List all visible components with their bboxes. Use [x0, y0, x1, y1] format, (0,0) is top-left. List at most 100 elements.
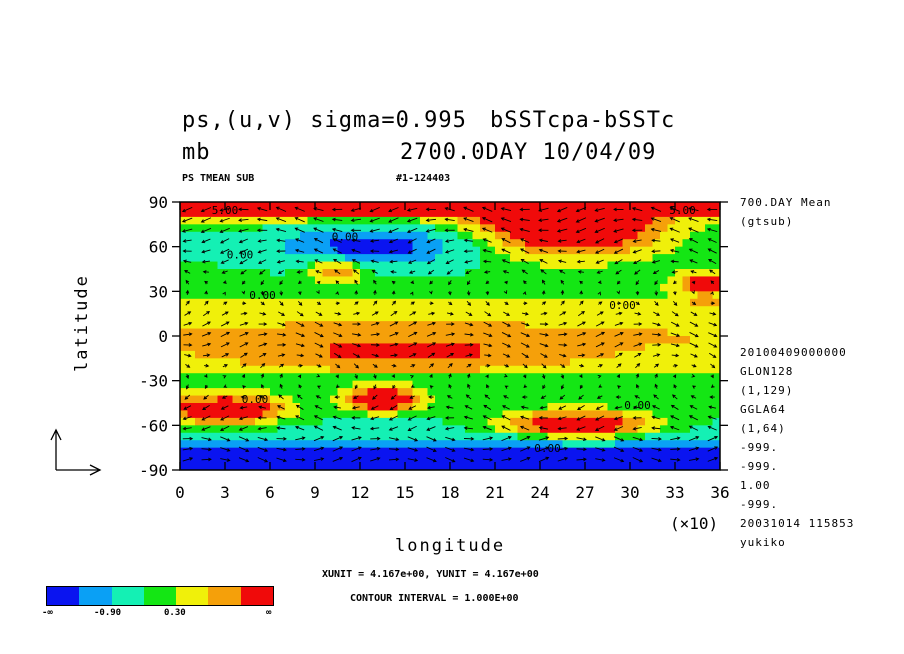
- heatmap-cell: [517, 432, 526, 441]
- heatmap-cell: [487, 358, 496, 367]
- heatmap-cell: [450, 276, 459, 285]
- wind-vector: [391, 363, 397, 368]
- heatmap-cell: [427, 425, 436, 434]
- wind-vector: [594, 248, 605, 254]
- heatmap-cell: [600, 231, 609, 240]
- heatmap-cell: [667, 417, 676, 426]
- wind-vector: [257, 239, 267, 243]
- heatmap-cell: [397, 328, 406, 337]
- heatmap-cell: [195, 373, 204, 382]
- heatmap-cell: [472, 410, 481, 419]
- wind-vector: [482, 447, 494, 451]
- wind-vector: [483, 343, 493, 348]
- heatmap-cell: [502, 254, 511, 263]
- heatmap-cell: [690, 246, 699, 255]
- heatmap-cell: [180, 350, 189, 359]
- heatmap-cell: [540, 239, 549, 248]
- heatmap-cell: [450, 440, 459, 449]
- heatmap-cell: [457, 358, 466, 367]
- heatmap-cell: [555, 313, 564, 322]
- heatmap-cell: [585, 209, 594, 218]
- heatmap-cell: [502, 388, 511, 397]
- heatmap-cell: [637, 254, 646, 263]
- wind-vector: [238, 207, 249, 212]
- heatmap-cell: [225, 365, 234, 374]
- heatmap-cell: [562, 328, 571, 337]
- wind-vector: [257, 416, 267, 420]
- heatmap-cell: [465, 216, 474, 225]
- heatmap-cell: [247, 388, 256, 397]
- wind-vector: [392, 384, 396, 390]
- wind-vector: [313, 227, 324, 233]
- wind-vector: [636, 384, 640, 389]
- heatmap-cell: [682, 283, 691, 292]
- heatmap-cell: [615, 328, 624, 337]
- heatmap-cell: [247, 209, 256, 218]
- heatmap-cell: [487, 336, 496, 345]
- wind-vector: [466, 363, 472, 368]
- heatmap-cell: [600, 261, 609, 270]
- heatmap-cell: [360, 269, 369, 278]
- heatmap-cell: [345, 231, 354, 240]
- heatmap-cell: [390, 365, 399, 374]
- heatmap-cell: [480, 417, 489, 426]
- heatmap-cell: [270, 403, 279, 412]
- heatmap-cell: [652, 455, 661, 464]
- heatmap-cell: [240, 455, 249, 464]
- heatmap-cell: [667, 216, 676, 225]
- heatmap-cell: [495, 202, 504, 211]
- heatmap-cell: [360, 313, 369, 322]
- heatmap-cell: [487, 403, 496, 412]
- heatmap-cell: [352, 321, 361, 330]
- wind-vector: [617, 385, 621, 389]
- heatmap-cell: [667, 261, 676, 270]
- heatmap-cell: [607, 321, 616, 330]
- heatmap-cell: [540, 425, 549, 434]
- heatmap-cell: [375, 425, 384, 434]
- wind-vector: [222, 291, 226, 296]
- wind-vector: [202, 321, 211, 327]
- heatmap-cell: [240, 343, 249, 352]
- heatmap-cell: [532, 239, 541, 248]
- wind-vector: [220, 458, 231, 462]
- heatmap-cell: [697, 291, 706, 300]
- heatmap-cell: [577, 261, 586, 270]
- heatmap-cell: [472, 209, 481, 218]
- wind-vector: [614, 259, 623, 265]
- heatmap-cell: [352, 209, 361, 218]
- heatmap-cell: [495, 447, 504, 456]
- wind-vector: [652, 270, 660, 274]
- heatmap-cell: [360, 306, 369, 315]
- heatmap-cell: [607, 388, 616, 397]
- heatmap-cell: [277, 328, 286, 337]
- heatmap-cell: [652, 209, 661, 218]
- wind-vector: [558, 332, 568, 337]
- wind-vector: [483, 404, 492, 410]
- wind-vector: [556, 217, 568, 223]
- heatmap-cell: [322, 216, 331, 225]
- heatmap-cell: [285, 231, 294, 240]
- heatmap-cell: [487, 440, 496, 449]
- heatmap-cell: [255, 298, 264, 307]
- wind-vector: [351, 333, 362, 337]
- heatmap-cell: [480, 321, 489, 330]
- heatmap-cell: [232, 261, 241, 270]
- heatmap-cell: [690, 336, 699, 345]
- heatmap-cell: [540, 224, 549, 233]
- heatmap-cell: [660, 321, 669, 330]
- wind-vector: [388, 207, 399, 213]
- heatmap-cell: [697, 276, 706, 285]
- heatmap-cell: [375, 343, 384, 352]
- heatmap-cell: [697, 336, 706, 345]
- heatmap-cell: [277, 455, 286, 464]
- heatmap-cell: [337, 283, 346, 292]
- heatmap-cell: [592, 283, 601, 292]
- wind-vector: [444, 426, 455, 431]
- heatmap-cell: [225, 373, 234, 382]
- wind-vector: [316, 301, 322, 305]
- heatmap-cell: [465, 417, 474, 426]
- heatmap-cell: [660, 440, 669, 449]
- wind-vector: [406, 227, 418, 234]
- heatmap-cell: [180, 269, 189, 278]
- heatmap-cell: [547, 276, 556, 285]
